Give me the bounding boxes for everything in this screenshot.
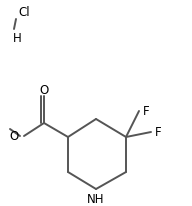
Text: F: F — [143, 105, 150, 118]
Text: H: H — [13, 31, 22, 44]
Text: F: F — [155, 126, 162, 139]
Text: Cl: Cl — [18, 6, 30, 18]
Text: O: O — [39, 83, 49, 96]
Text: NH: NH — [87, 193, 105, 206]
Text: O: O — [10, 130, 19, 143]
